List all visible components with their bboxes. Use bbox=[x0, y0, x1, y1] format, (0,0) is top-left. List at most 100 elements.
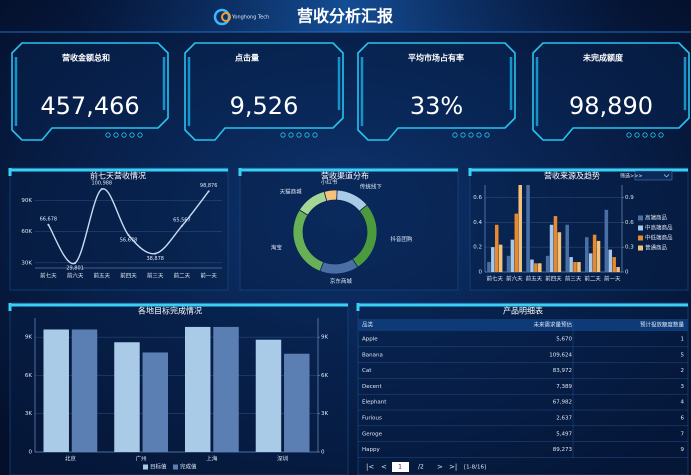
panel-title: 产品明细表 bbox=[503, 306, 543, 316]
x-tick-label: 上海 bbox=[206, 455, 218, 463]
y-tick-label: 30K bbox=[21, 260, 32, 266]
card-dot bbox=[460, 132, 466, 138]
kpi-label: 营收金额总和 bbox=[62, 53, 110, 63]
cell: Apple bbox=[362, 337, 378, 343]
x-tick-label: 前三天 bbox=[565, 275, 582, 283]
slice-label: 抖音团购 bbox=[390, 235, 413, 243]
x-tick-label: 前五天 bbox=[94, 272, 111, 280]
panel-header bbox=[238, 168, 458, 176]
bar bbox=[494, 224, 499, 272]
card-deco bbox=[14, 57, 166, 126]
x-tick-label: 前一天 bbox=[200, 272, 217, 280]
card-dot bbox=[121, 132, 127, 138]
bar bbox=[514, 213, 519, 272]
y-tick-label: 60K bbox=[21, 229, 32, 235]
data-label: 56,678 bbox=[120, 238, 138, 244]
card-dot bbox=[634, 132, 640, 138]
kpi-value: 98,890 bbox=[569, 92, 653, 120]
filter-arrow bbox=[663, 174, 670, 178]
bar bbox=[487, 262, 491, 272]
card-dot bbox=[452, 132, 458, 138]
bar bbox=[510, 239, 515, 272]
card-dot bbox=[296, 132, 302, 138]
x-tick-label: 前七天 bbox=[487, 275, 504, 283]
cell: 5 bbox=[681, 352, 685, 358]
cell: Decent bbox=[362, 384, 383, 390]
card-deco bbox=[535, 57, 687, 126]
cell: 83,972 bbox=[553, 368, 572, 374]
page-prev[interactable]: < bbox=[381, 463, 387, 471]
point bbox=[180, 224, 183, 227]
x-tick-label: 广州 bbox=[136, 455, 147, 463]
y-tick-label: 0 bbox=[29, 450, 33, 456]
data-label: 66,678 bbox=[40, 216, 58, 222]
bar bbox=[284, 353, 310, 452]
bar bbox=[573, 262, 577, 272]
cell: Geroge bbox=[362, 431, 383, 437]
bar bbox=[506, 255, 511, 272]
slice-label: 京东商城 bbox=[330, 277, 353, 285]
cell: 2,637 bbox=[556, 416, 572, 422]
legend-label: 中低端商品 bbox=[645, 234, 673, 242]
x-tick-label: 深圳 bbox=[277, 455, 289, 463]
cell: Elephant bbox=[362, 400, 387, 406]
panel-header bbox=[8, 303, 348, 311]
page-first[interactable]: |< bbox=[366, 463, 374, 471]
cell: 9 bbox=[681, 447, 685, 453]
card-dot bbox=[129, 132, 135, 138]
legend-label: 普通商品 bbox=[645, 244, 668, 252]
kpi-label: 点击量 bbox=[235, 53, 259, 63]
slice-label: 天猫商城 bbox=[280, 187, 303, 195]
card-dot bbox=[468, 132, 474, 138]
legend-label: 高端商品 bbox=[645, 214, 668, 222]
page-next[interactable]: > bbox=[437, 463, 443, 471]
card-dot bbox=[312, 132, 318, 138]
card-dot bbox=[484, 132, 490, 138]
x-tick-label: 前四天 bbox=[545, 275, 562, 283]
kpi-value: 457,466 bbox=[40, 92, 139, 120]
slice-label: 传统线下 bbox=[360, 183, 383, 191]
cell: 1 bbox=[681, 337, 685, 343]
y2-tick-label: 0 bbox=[625, 270, 629, 276]
page-current: 1 bbox=[398, 464, 402, 471]
data-label: 65,567 bbox=[173, 217, 191, 223]
filter-label: 筛选>>> bbox=[620, 173, 643, 180]
cell: 2 bbox=[681, 368, 685, 374]
bar bbox=[538, 263, 542, 272]
cell: 89,273 bbox=[553, 447, 573, 453]
page-last[interactable]: >| bbox=[449, 463, 457, 471]
header-band bbox=[60, 0, 631, 32]
bar bbox=[213, 326, 239, 452]
cell: 6 bbox=[681, 416, 685, 422]
filter-select[interactable] bbox=[634, 170, 673, 181]
cell: 109,624 bbox=[549, 352, 572, 358]
cell: 67,982 bbox=[553, 400, 572, 406]
panel-title: 前七天营收情况 bbox=[90, 171, 146, 181]
x-tick-label: 前三天 bbox=[147, 272, 164, 280]
y-tick-label: 0.4 bbox=[473, 220, 482, 226]
card-dot bbox=[288, 132, 294, 138]
page-input[interactable] bbox=[392, 462, 409, 472]
card-dot bbox=[650, 132, 656, 138]
x-tick-label: 前二天 bbox=[174, 272, 191, 280]
slice-label: 淘宝 bbox=[271, 243, 283, 251]
kpi-label: 未完成额度 bbox=[582, 53, 624, 63]
bar bbox=[549, 224, 554, 272]
y2-tick-label: 6K bbox=[321, 373, 328, 379]
legend-label: 中高端商品 bbox=[645, 224, 673, 232]
bar bbox=[577, 262, 581, 272]
x-tick-label: 前一天 bbox=[604, 275, 621, 283]
data-label: 98,876 bbox=[200, 183, 218, 189]
bar bbox=[553, 216, 558, 272]
panel-title: 各地目标完成情况 bbox=[138, 306, 202, 316]
cell: Cat bbox=[362, 368, 372, 374]
axes bbox=[34, 318, 319, 453]
y-tick-label: 6K bbox=[25, 373, 32, 379]
panel-header bbox=[356, 303, 688, 311]
y2-tick-label: 0.3 bbox=[625, 245, 634, 251]
x-tick-label: 北京 bbox=[65, 455, 77, 463]
y-tick-label: 0.2 bbox=[473, 245, 482, 251]
kpi-value: 9,526 bbox=[230, 92, 299, 120]
